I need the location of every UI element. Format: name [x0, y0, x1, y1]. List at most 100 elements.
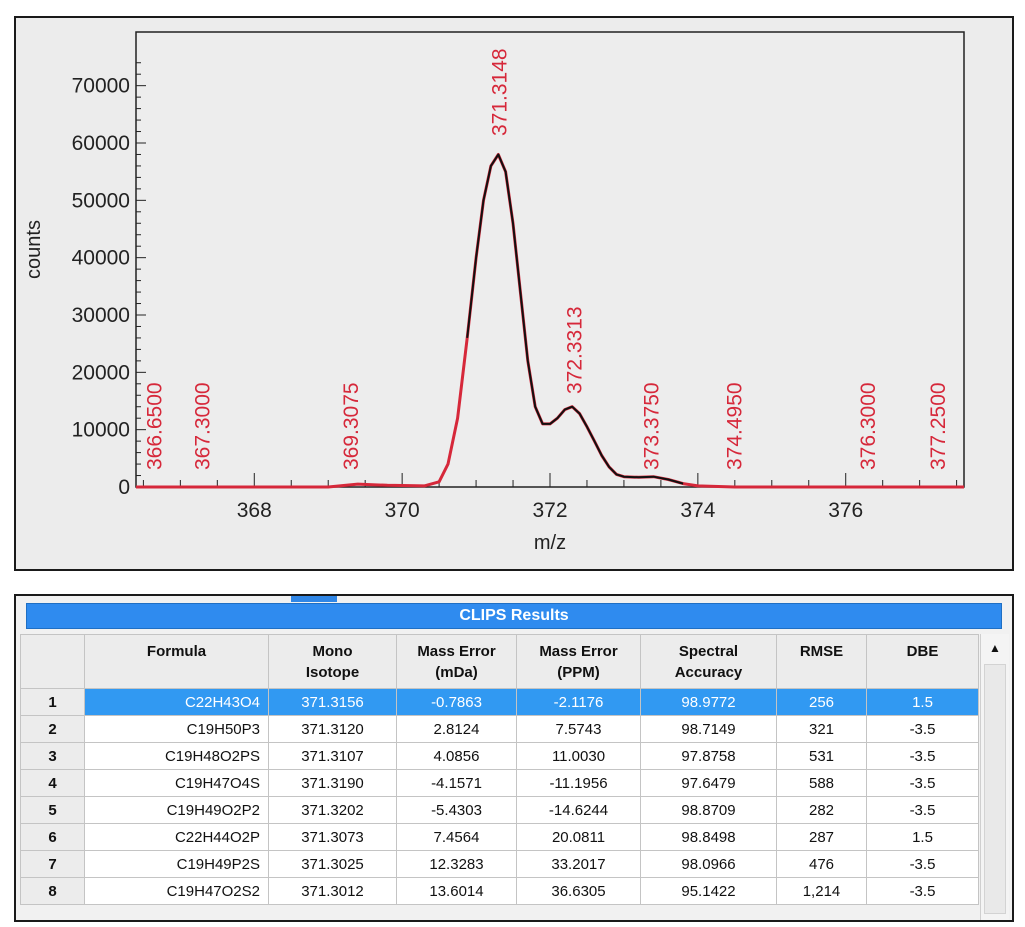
table-cell[interactable]: 20.0811 — [516, 823, 641, 851]
table-cell[interactable]: 1.5 — [866, 688, 979, 716]
row-number[interactable]: 3 — [20, 742, 85, 770]
table-row[interactable]: 8 C19H47O2S2 371.3012 13.6014 36.6305 95.1422… — [20, 877, 979, 905]
table-cell[interactable]: 7.4564 — [396, 823, 517, 851]
table-row[interactable]: 1 C22H43O4 371.3156 -0.7863 -2.1176 98.9772 25… — [20, 688, 979, 716]
table-row[interactable]: 2 C19H50P3 371.3120 2.8124 7.5743 98.7149 321-… — [20, 715, 979, 743]
table-row[interactable]: 5 C19H49O2P2 371.3202 -5.4303 -14.6244 98.870… — [20, 796, 979, 824]
table-cell[interactable]: -11.1956 — [516, 769, 641, 797]
table-cell[interactable]: 11.0030 — [516, 742, 641, 770]
table-cell[interactable]: 371.3120 — [268, 715, 397, 743]
y-axis-label: counts — [23, 220, 45, 279]
row-number[interactable]: 4 — [20, 769, 85, 797]
table-cell[interactable]: 371.3156 — [268, 688, 397, 716]
table-cell[interactable]: 2.8124 — [396, 715, 517, 743]
y-tick-label: 20000 — [72, 361, 130, 384]
peak-label: 373.3750 — [641, 382, 664, 470]
table-cell[interactable]: -3.5 — [866, 796, 979, 824]
row-number[interactable]: 1 — [20, 688, 85, 716]
table-cell[interactable]: 371.3190 — [268, 769, 397, 797]
peak-label: 369.3075 — [340, 382, 363, 470]
table-cell[interactable]: 98.0966 — [640, 850, 777, 878]
table-cell[interactable]: C19H47O2S2 — [84, 877, 269, 905]
x-tick-label: 370 — [385, 499, 420, 522]
table-cell[interactable]: -3.5 — [866, 742, 979, 770]
table-cell[interactable]: C19H49P2S — [84, 850, 269, 878]
results-grid: Formula Mono Isotope Mass Error (mDa) Mass … — [20, 634, 979, 905]
column-header-7[interactable]: DBE — [866, 634, 979, 689]
table-cell[interactable]: 95.1422 — [640, 877, 777, 905]
table-cell[interactable]: 371.3025 — [268, 850, 397, 878]
row-number[interactable]: 2 — [20, 715, 85, 743]
scroll-thumb[interactable] — [984, 664, 1006, 914]
table-cell[interactable]: 98.7149 — [640, 715, 777, 743]
table-cell[interactable]: 588 — [776, 769, 867, 797]
peak-label: 377.2500 — [927, 382, 950, 470]
peak-label: 371.3148 — [488, 48, 511, 136]
column-header-1[interactable]: Formula — [84, 634, 269, 689]
table-cell[interactable]: 321 — [776, 715, 867, 743]
table-cell[interactable]: 371.3202 — [268, 796, 397, 824]
scroll-up-arrow-icon[interactable]: ▲ — [989, 641, 1001, 655]
table-cell[interactable]: -4.1571 — [396, 769, 517, 797]
table-cell[interactable]: 97.6479 — [640, 769, 777, 797]
table-cell[interactable]: -3.5 — [866, 877, 979, 905]
table-cell[interactable]: 371.3012 — [268, 877, 397, 905]
table-cell[interactable]: C22H43O4 — [84, 688, 269, 716]
table-cell[interactable]: 282 — [776, 796, 867, 824]
table-row[interactable]: 4 C19H47O4S 371.3190 -4.1571 -11.1956 97.6479… — [20, 769, 979, 797]
table-cell[interactable]: C19H50P3 — [84, 715, 269, 743]
y-tick-label: 60000 — [72, 132, 130, 155]
table-cell[interactable]: 371.3073 — [268, 823, 397, 851]
vertical-scrollbar[interactable]: ▲ — [980, 634, 1009, 920]
row-number[interactable]: 6 — [20, 823, 85, 851]
column-header-5[interactable]: Spectral Accuracy — [640, 634, 777, 689]
row-number[interactable]: 8 — [20, 877, 85, 905]
y-tick-label: 70000 — [72, 75, 130, 98]
column-header-6[interactable]: RMSE — [776, 634, 867, 689]
table-cell[interactable]: 13.6014 — [396, 877, 517, 905]
table-cell[interactable]: 4.0856 — [396, 742, 517, 770]
table-row[interactable]: 3 C19H48O2PS 371.3107 4.0856 11.0030 97.8758 5… — [20, 742, 979, 770]
table-cell[interactable]: C19H47O4S — [84, 769, 269, 797]
tab-marker — [291, 596, 337, 602]
results-title: CLIPS Results — [26, 603, 1002, 629]
table-cell[interactable]: C19H48O2PS — [84, 742, 269, 770]
table-cell[interactable]: C22H44O2P — [84, 823, 269, 851]
column-header-2[interactable]: Mono Isotope — [268, 634, 397, 689]
row-number[interactable]: 5 — [20, 796, 85, 824]
table-cell[interactable]: 98.8498 — [640, 823, 777, 851]
column-header-3[interactable]: Mass Error (mDa) — [396, 634, 517, 689]
grid-header-row: Formula Mono Isotope Mass Error (mDa) Mass … — [20, 634, 979, 689]
table-cell[interactable]: 97.8758 — [640, 742, 777, 770]
table-cell[interactable]: 1.5 — [866, 823, 979, 851]
x-tick-label: 374 — [680, 499, 715, 522]
table-cell[interactable]: 476 — [776, 850, 867, 878]
table-cell[interactable]: 287 — [776, 823, 867, 851]
table-cell[interactable]: 1,214 — [776, 877, 867, 905]
table-cell[interactable]: -14.6244 — [516, 796, 641, 824]
table-cell[interactable]: -3.5 — [866, 715, 979, 743]
column-header-0[interactable] — [20, 634, 85, 689]
table-cell[interactable]: -0.7863 — [396, 688, 517, 716]
table-cell[interactable]: -2.1176 — [516, 688, 641, 716]
column-header-4[interactable]: Mass Error (PPM) — [516, 634, 641, 689]
table-row[interactable]: 7 C19H49P2S 371.3025 12.3283 33.2017 98.0966 4… — [20, 850, 979, 878]
table-cell[interactable]: 98.8709 — [640, 796, 777, 824]
y-tick-label: 10000 — [72, 419, 130, 442]
table-cell[interactable]: 256 — [776, 688, 867, 716]
table-cell[interactable]: 36.6305 — [516, 877, 641, 905]
table-cell[interactable]: C19H49O2P2 — [84, 796, 269, 824]
table-cell[interactable]: 12.3283 — [396, 850, 517, 878]
table-cell[interactable]: 531 — [776, 742, 867, 770]
peak-label: 374.4950 — [723, 382, 746, 470]
table-cell[interactable]: 7.5743 — [516, 715, 641, 743]
clips-results-panel: CLIPS Results Formula Mono Isotope Mass Er… — [14, 594, 1014, 922]
table-cell[interactable]: 33.2017 — [516, 850, 641, 878]
table-cell[interactable]: 98.9772 — [640, 688, 777, 716]
table-row[interactable]: 6 C22H44O2P 371.3073 7.4564 20.0811 98.8498 28… — [20, 823, 979, 851]
table-cell[interactable]: -3.5 — [866, 769, 979, 797]
table-cell[interactable]: 371.3107 — [268, 742, 397, 770]
row-number[interactable]: 7 — [20, 850, 85, 878]
table-cell[interactable]: -5.4303 — [396, 796, 517, 824]
table-cell[interactable]: -3.5 — [866, 850, 979, 878]
